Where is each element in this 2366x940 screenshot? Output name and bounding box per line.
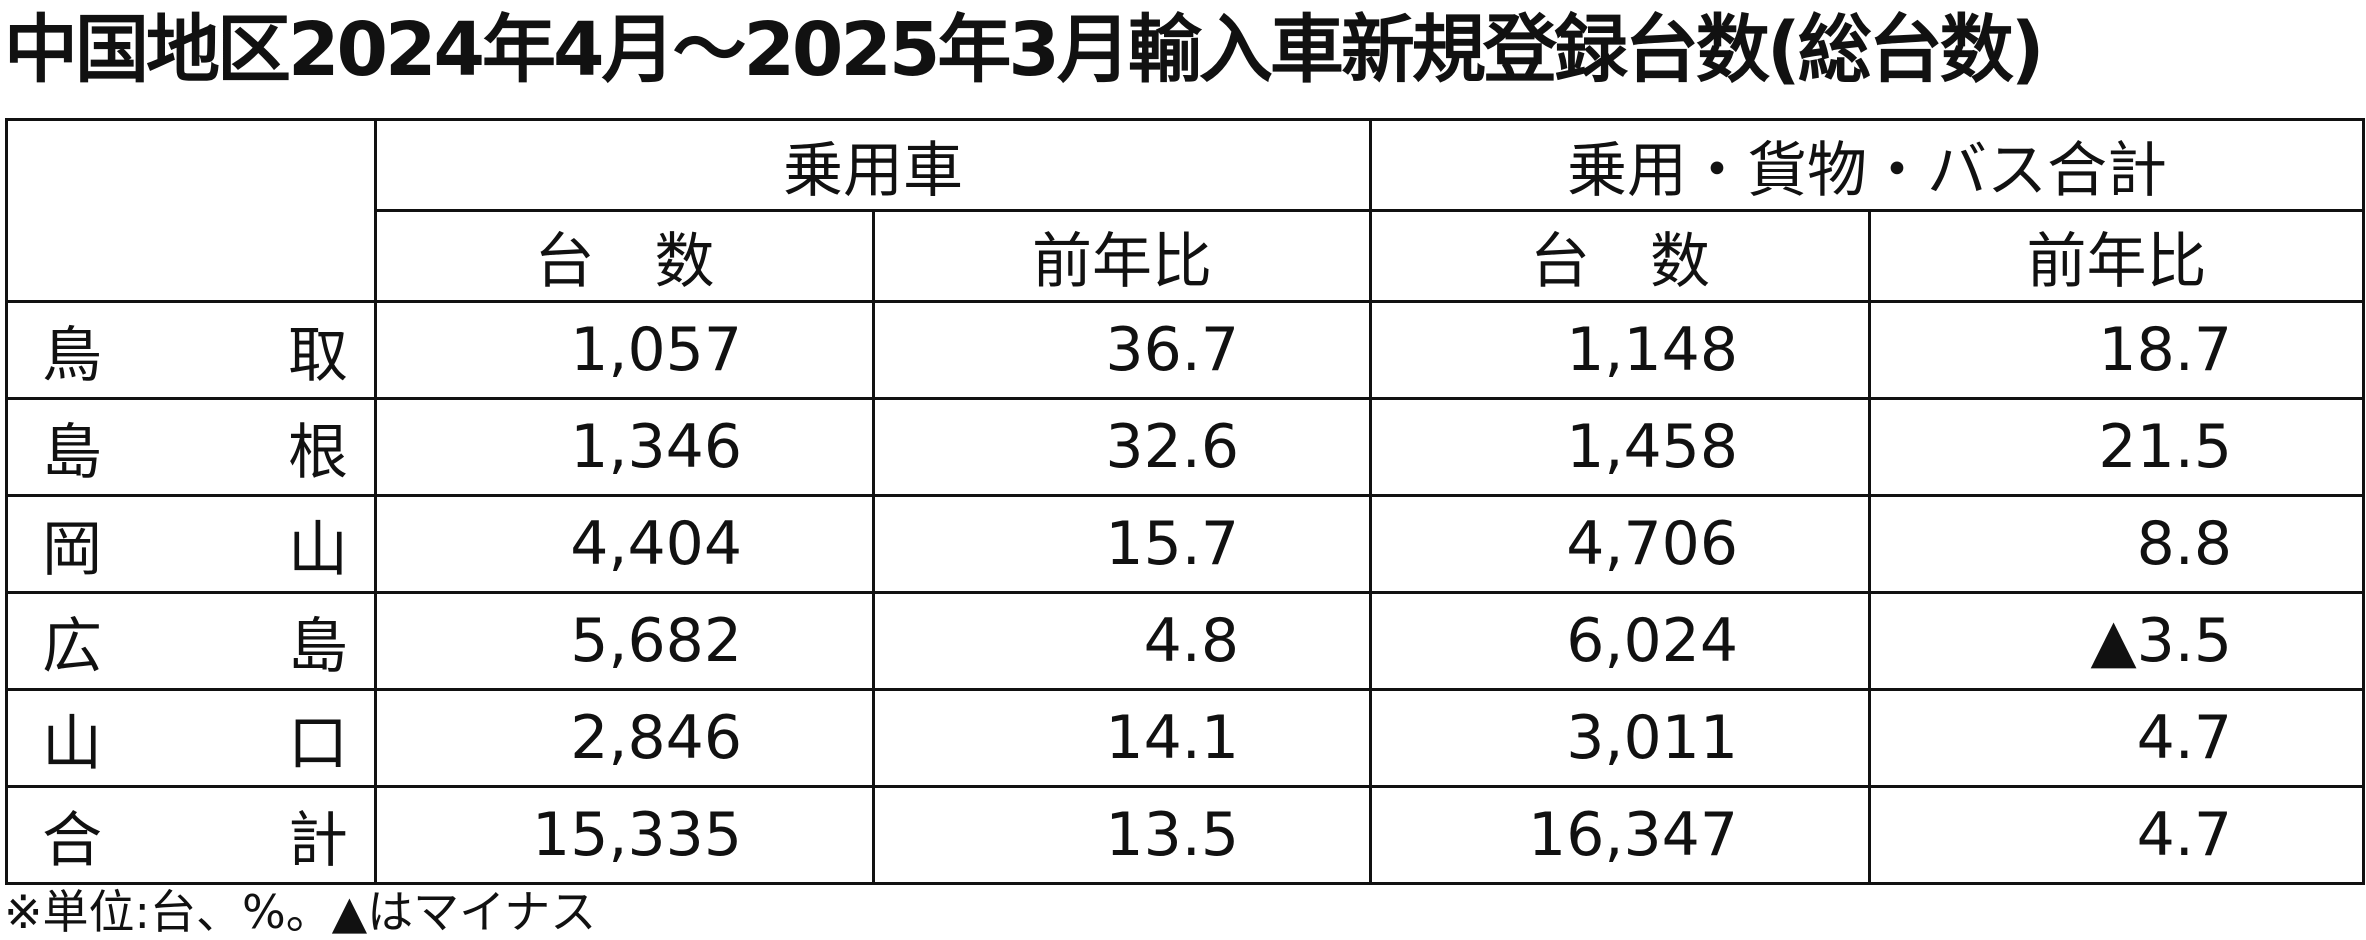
- data-row: 岡 山 4,404 15.7 4,706 8.8: [5, 494, 2365, 594]
- value-cell: 4.7: [1868, 785, 2365, 885]
- region-cell: 島 根: [5, 397, 377, 497]
- data-row: 合 計 15,335 13.5 16,347 4.7: [5, 785, 2365, 885]
- group-header: 乗用車: [374, 118, 1372, 212]
- subheader: 前年比: [1868, 209, 2365, 303]
- subheader: 台 数: [374, 209, 875, 303]
- value-cell: ▲3.5: [1868, 591, 2365, 691]
- value-cell: 18.7: [1868, 300, 2365, 400]
- value-cell: 4.7: [1868, 688, 2365, 788]
- value-cell: 32.6: [872, 397, 1372, 497]
- region-cell: 広 島: [5, 591, 377, 691]
- subheader: 前年比: [872, 209, 1372, 303]
- value-cell: 13.5: [872, 785, 1372, 885]
- value-cell: 1,458: [1369, 397, 1871, 497]
- table-body: 乗用車 乗用・貨物・バス合計台 数前年比台 数前年比鳥 取 1,057 36.7 1,1…: [5, 118, 2365, 885]
- region-cell: 合 計: [5, 785, 377, 885]
- value-cell: 4.8: [872, 591, 1372, 691]
- value-cell: 4,706: [1369, 494, 1871, 594]
- data-row: 島 根 1,346 32.6 1,458 21.5: [5, 397, 2365, 497]
- data-table: 乗用車 乗用・貨物・バス合計台 数前年比台 数前年比鳥 取 1,057 36.7 1,1…: [5, 118, 2365, 885]
- data-row: 山 口 2,846 14.1 3,011 4.7: [5, 688, 2365, 788]
- value-cell: 6,024: [1369, 591, 1871, 691]
- value-cell: 4,404: [374, 494, 875, 594]
- corner-cell: [5, 118, 377, 303]
- data-row: 鳥 取 1,057 36.7 1,148 18.7: [5, 300, 2365, 400]
- value-cell: 15,335: [374, 785, 875, 885]
- value-cell: 36.7: [872, 300, 1372, 400]
- subheader-row: 台 数前年比台 数前年比: [7, 209, 2365, 303]
- value-cell: 8.8: [1868, 494, 2365, 594]
- title: 中国地区2024年4月～2025年3月輸入車新規登録台数(総台数): [4, 7, 2045, 93]
- data-row: 広 島 5,682 4.8 6,024 ▲3.5: [5, 591, 2365, 691]
- region-cell: 鳥 取: [5, 300, 377, 400]
- value-cell: 1,148: [1369, 300, 1871, 400]
- region-cell: 山 口: [5, 688, 377, 788]
- value-cell: 15.7: [872, 494, 1372, 594]
- value-cell: 5,682: [374, 591, 875, 691]
- note: ※単位:台、%。▲はマイナス: [4, 885, 597, 939]
- value-cell: 16,347: [1369, 785, 1871, 885]
- value-cell: 1,346: [374, 397, 875, 497]
- value-cell: 21.5: [1868, 397, 2365, 497]
- value-cell: 1,057: [374, 300, 875, 400]
- value-cell: 2,846: [374, 688, 875, 788]
- region-cell: 岡 山: [5, 494, 377, 594]
- value-cell: 14.1: [872, 688, 1372, 788]
- subheader: 台 数: [1369, 209, 1871, 303]
- value-cell: 3,011: [1369, 688, 1871, 788]
- header-row: 乗用車 乗用・貨物・バス合計: [5, 118, 2365, 303]
- group-header: 乗用・貨物・バス合計: [1369, 118, 2365, 212]
